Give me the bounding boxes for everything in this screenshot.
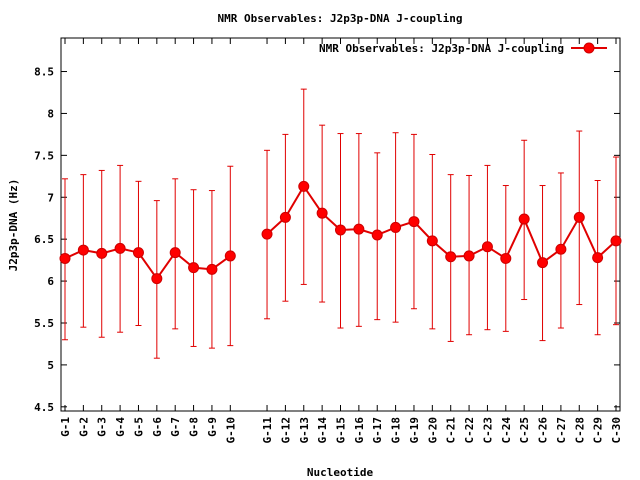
data-point bbox=[408, 216, 420, 228]
x-tick-label: G-4 bbox=[114, 417, 127, 437]
y-tick-label: 8 bbox=[47, 107, 54, 120]
data-point bbox=[353, 223, 365, 235]
x-tick-label: G-13 bbox=[298, 417, 311, 444]
data-point bbox=[518, 213, 530, 225]
data-point bbox=[59, 252, 71, 264]
x-tick-label: G-5 bbox=[132, 417, 145, 437]
x-tick-label: G-17 bbox=[371, 417, 384, 444]
y-axis-label: J2p3p-DNA (Hz) bbox=[7, 179, 20, 272]
x-tick-label: C-24 bbox=[500, 417, 513, 444]
x-tick-label: G-6 bbox=[151, 417, 164, 437]
legend: NMR Observables: J2p3p-DNA J-coupling bbox=[319, 42, 607, 55]
legend-marker bbox=[583, 42, 595, 54]
x-tick-label: G-10 bbox=[224, 417, 237, 444]
x-tick-label: G-20 bbox=[426, 417, 439, 444]
x-tick-label: G-18 bbox=[390, 417, 403, 444]
x-axis-label: Nucleotide bbox=[307, 466, 374, 479]
data-point bbox=[463, 250, 475, 262]
data-point bbox=[188, 262, 200, 274]
x-tick-label: G-8 bbox=[188, 417, 201, 437]
data-point bbox=[426, 235, 438, 247]
legend-label: NMR Observables: J2p3p-DNA J-coupling bbox=[319, 42, 564, 55]
series-line bbox=[64, 247, 231, 281]
x-tick-label: G-11 bbox=[261, 417, 274, 444]
y-tick-label: 7.5 bbox=[34, 149, 54, 162]
x-tick-label: C-29 bbox=[592, 417, 605, 444]
data-point bbox=[335, 224, 346, 236]
data-point bbox=[537, 257, 549, 269]
y-tick-label: 7 bbox=[47, 191, 54, 204]
data-point bbox=[206, 263, 218, 275]
x-axis: G-1 G-2 G-3 G-4 G-5 G-6 G-7 G-8 G-9 G-10 G-11 G-12 G… bbox=[59, 38, 623, 444]
data-point bbox=[610, 235, 622, 247]
x-tick-label: C-26 bbox=[537, 417, 550, 444]
data-point bbox=[132, 247, 144, 259]
chart-title: NMR Observables: J2p3p-DNA J-coupling bbox=[217, 12, 462, 25]
data-point bbox=[316, 207, 328, 219]
x-tick-label: C-25 bbox=[518, 417, 531, 444]
x-tick-label: G-19 bbox=[408, 417, 421, 444]
data-point bbox=[481, 241, 493, 253]
y-tick-label: 4.5 bbox=[34, 401, 54, 414]
data-point bbox=[555, 243, 567, 255]
data-point bbox=[279, 211, 291, 223]
x-tick-label: G-16 bbox=[353, 417, 366, 444]
data-point bbox=[169, 247, 181, 259]
y-tick-label: 8.5 bbox=[34, 66, 54, 79]
y-tick-label: 5 bbox=[47, 359, 54, 372]
data-point bbox=[96, 247, 108, 259]
y-tick-label: 5.5 bbox=[34, 317, 54, 330]
data-point bbox=[114, 242, 126, 254]
x-tick-label: C-28 bbox=[573, 417, 586, 444]
data-point bbox=[592, 252, 604, 264]
x-tick-label: C-21 bbox=[445, 417, 458, 444]
data-point bbox=[298, 180, 310, 192]
y-axis: 4.5 5 5.5 6 6.5 7 7.5 8 8.5 bbox=[34, 66, 620, 414]
x-tick-label: G-2 bbox=[77, 417, 90, 437]
data-point bbox=[371, 229, 383, 241]
data-point bbox=[224, 250, 236, 262]
x-tick-label: G-12 bbox=[279, 417, 292, 444]
x-tick-label: C-30 bbox=[610, 417, 623, 444]
x-tick-label: G-1 bbox=[59, 417, 72, 437]
data-point bbox=[500, 252, 512, 264]
data-point bbox=[261, 228, 273, 240]
x-tick-label: G-14 bbox=[316, 417, 329, 444]
y-tick-label: 6 bbox=[47, 275, 54, 288]
data-point bbox=[390, 221, 402, 233]
x-tick-label: G-3 bbox=[96, 417, 109, 437]
x-tick-label: C-27 bbox=[555, 417, 568, 444]
x-tick-label: G-9 bbox=[206, 417, 219, 437]
data-point bbox=[77, 244, 89, 256]
data-point bbox=[445, 251, 457, 263]
x-tick-label: G-7 bbox=[169, 417, 182, 437]
x-tick-label: G-15 bbox=[335, 417, 348, 444]
data-point bbox=[151, 273, 163, 285]
x-tick-label: C-23 bbox=[481, 417, 494, 444]
y-tick-label: 6.5 bbox=[34, 233, 54, 246]
data-point bbox=[573, 211, 585, 223]
data-series bbox=[59, 88, 622, 359]
x-tick-label: C-22 bbox=[463, 417, 476, 444]
